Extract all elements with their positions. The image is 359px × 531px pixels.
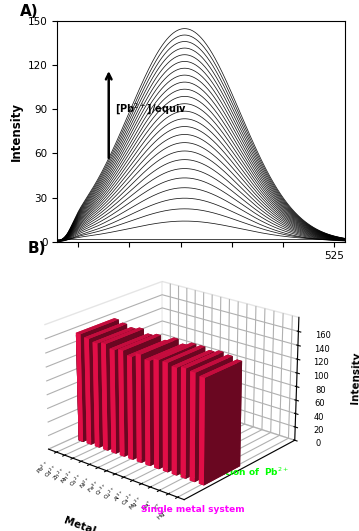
X-axis label: Wavelength (nm): Wavelength (nm)	[144, 267, 258, 280]
Text: [Pb$^{2+}$]/equiv: [Pb$^{2+}$]/equiv	[115, 102, 187, 117]
Text: After addition of  Pb$^{2+}$: After addition of Pb$^{2+}$	[174, 466, 290, 478]
X-axis label: Metal: Metal	[62, 515, 97, 531]
Y-axis label: Intensity: Intensity	[9, 102, 22, 161]
Text: B): B)	[28, 241, 46, 256]
Text: Single metal system: Single metal system	[141, 505, 245, 514]
Text: A): A)	[20, 4, 39, 19]
